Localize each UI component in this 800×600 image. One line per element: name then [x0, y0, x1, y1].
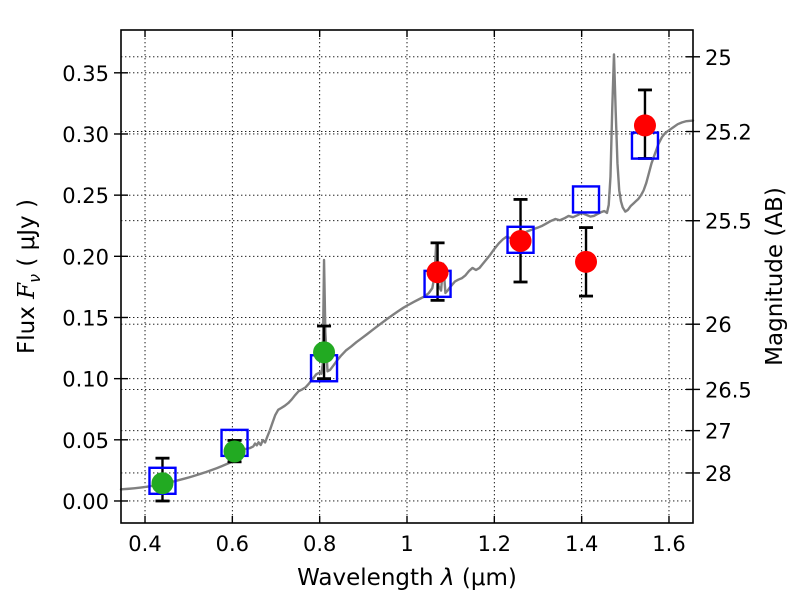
data-point-observed-nir	[575, 250, 598, 273]
data-point-observed-nir	[633, 114, 656, 137]
data-point-observed-optical	[151, 472, 174, 495]
y-axis-title: Flux Fν ( μJy )	[14, 199, 44, 354]
y-tick-label: 0.35	[62, 62, 109, 86]
x-tick-label: 0.6	[216, 532, 249, 556]
spectrum-layer	[119, 53, 695, 491]
x-tick-label: 1.6	[652, 532, 685, 556]
magnitude-axis-title: Magnitude (AB)	[762, 187, 788, 366]
x-tick-label: 1	[400, 532, 413, 556]
magnitude-tick-label: 25.2	[705, 121, 752, 145]
y-tick-label: 0.15	[62, 306, 109, 330]
data-point-observed-nir	[426, 261, 449, 284]
data-point-observed-optical	[223, 440, 246, 463]
x-tick-label: 0.4	[128, 532, 161, 556]
grid-layer	[121, 30, 693, 523]
model-photometry-marker	[506, 225, 535, 255]
magnitude-tick-label: 26	[705, 313, 732, 337]
magnitude-tick-label: 26.5	[705, 378, 752, 402]
y-tick-label: 0.30	[62, 123, 109, 147]
axis-frame	[114, 29, 700, 524]
data-point-observed-optical	[313, 341, 336, 364]
magnitude-tick-label: 27	[705, 420, 732, 444]
axis-title-layer: Wavelength λ (μm) Flux Fν ( μJy ) Magnitud…	[14, 187, 788, 591]
x-tick-label: 1.4	[565, 532, 598, 556]
x-axis-title: Wavelength λ (μm)	[297, 565, 517, 591]
y-tick-label: 0.25	[62, 184, 109, 208]
magnitude-tick-label: 25	[705, 46, 732, 70]
plot-frame	[120, 29, 694, 524]
model-photometry-marker	[571, 185, 601, 214]
y-tick-label: 0.20	[62, 245, 109, 269]
errorbar-layer	[155, 88, 652, 503]
y-tick-label: 0.00	[62, 490, 109, 514]
data-point-layer	[151, 114, 656, 495]
model-spectrum-curve	[119, 53, 695, 491]
y-tick-label: 0.05	[62, 429, 109, 453]
magnitude-tick-label: 25.5	[705, 210, 752, 234]
y-tick-label: 0.10	[62, 368, 109, 392]
x-tick-label: 0.8	[303, 532, 336, 556]
tick-label-layer: 0.4 0.6 0.8 1 1.2 1.4 1.6 0.00 0.05 0.10 0.15 0.20 0…	[62, 46, 752, 556]
magnitude-tick-label: 28	[705, 462, 732, 486]
data-point-observed-nir	[509, 230, 532, 253]
x-tick-label: 1.2	[478, 532, 511, 556]
